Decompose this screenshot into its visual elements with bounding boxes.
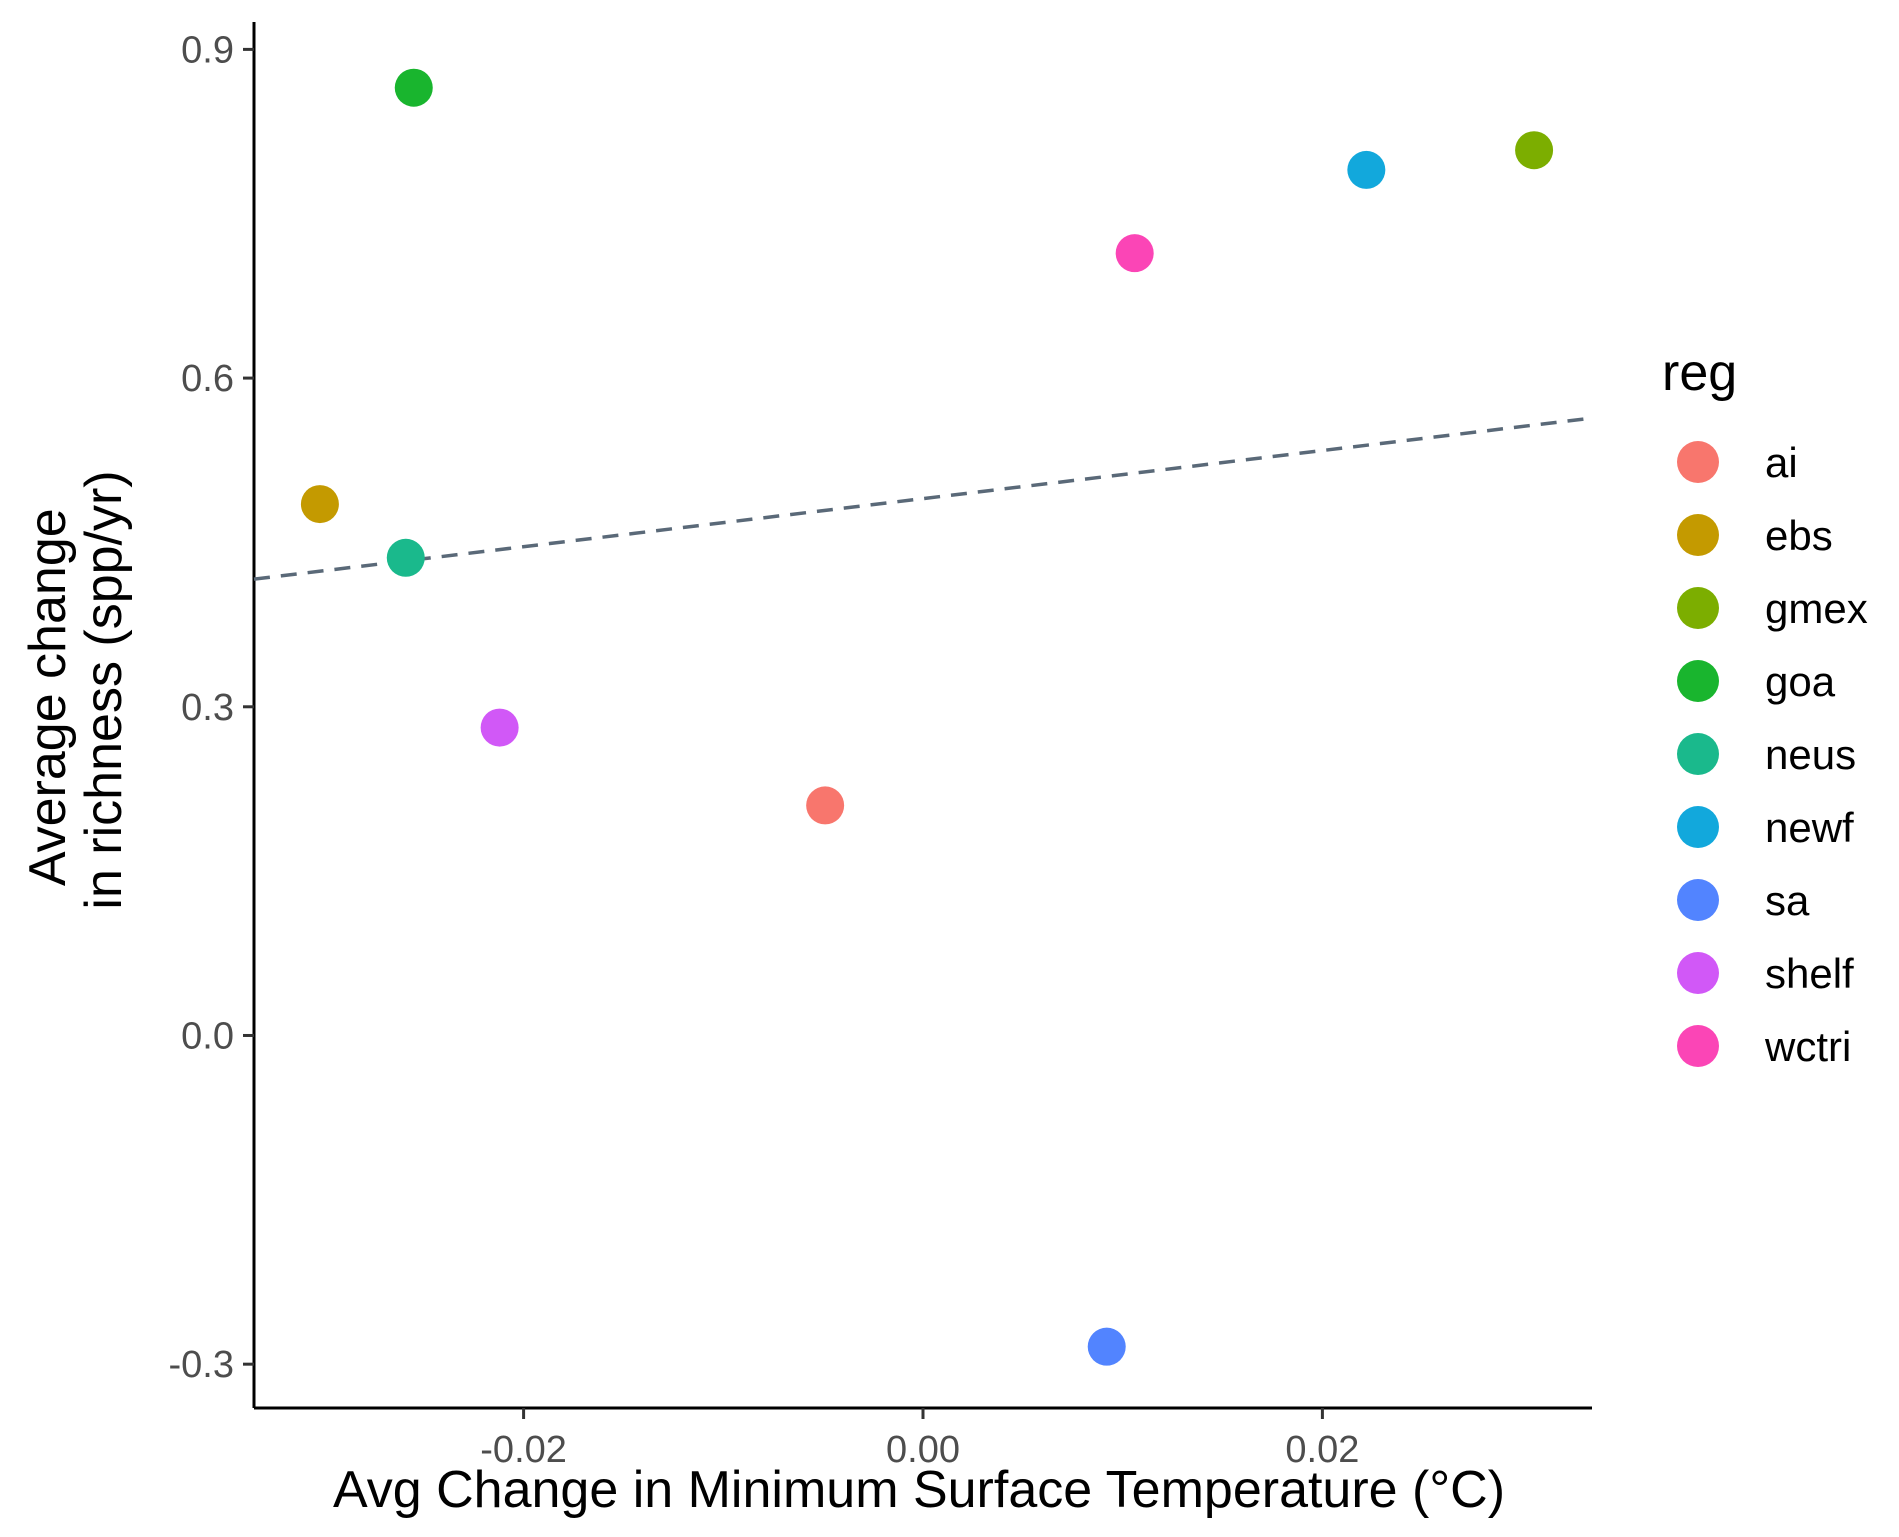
x-tick-label: 0.00 — [886, 1429, 960, 1471]
data-point-sa — [1087, 1327, 1126, 1366]
y-tick-label: 0.0 — [181, 1015, 234, 1057]
data-points — [300, 68, 1554, 1366]
x-tick-label: 0.02 — [1285, 1429, 1359, 1471]
legend-label-gmex: gmex — [1765, 585, 1868, 632]
legend-key-gmex — [1677, 587, 1719, 629]
data-point-neus — [386, 538, 425, 577]
legend-label-wctri: wctri — [1764, 1023, 1851, 1070]
legend-key-sa — [1677, 879, 1719, 921]
legend-label-ai: ai — [1765, 439, 1798, 486]
y-axis-title-line-2: in richness (spp/yr) — [75, 470, 133, 909]
legend-label-shelf: shelf — [1765, 950, 1854, 997]
legend-title: reg — [1662, 344, 1737, 402]
trend-line-group — [253, 416, 1593, 581]
legend-key-neus — [1677, 733, 1719, 775]
y-axis-title-line-1: Average change — [19, 508, 77, 886]
legend-key-goa — [1677, 660, 1719, 702]
y-tick-label: 0.9 — [181, 29, 234, 71]
y-tick-label: 0.6 — [181, 358, 234, 400]
legend-items: ai ebs gmex goa neus newf sa shelf wctri — [1677, 439, 1868, 1070]
data-point-ebs — [300, 485, 339, 524]
axes: -0.3 0.0 0.3 0.6 0.9 -0.02 0.00 0.02 — [169, 22, 1592, 1471]
data-point-newf — [1347, 150, 1386, 189]
data-point-wctri — [1115, 234, 1154, 273]
legend-key-newf — [1677, 806, 1719, 848]
data-point-shelf — [480, 708, 519, 747]
legend-key-ebs — [1677, 514, 1719, 556]
legend-label-goa: goa — [1765, 658, 1836, 705]
y-axis-title: Average change in richness (spp/yr) — [19, 470, 133, 909]
x-axis-ticks: -0.02 0.00 0.02 — [480, 1408, 1359, 1471]
legend-label-sa: sa — [1765, 877, 1810, 924]
data-point-ai — [806, 786, 845, 825]
y-axis-ticks: -0.3 0.0 0.3 0.6 0.9 — [169, 29, 254, 1386]
trend-line — [253, 416, 1593, 581]
y-tick-label: -0.3 — [169, 1344, 234, 1386]
legend-label-newf: newf — [1765, 804, 1854, 851]
legend: reg ai ebs gmex goa neus newf sa shelf wctri — [1662, 344, 1868, 1070]
legend-label-neus: neus — [1765, 731, 1856, 778]
legend-key-ai — [1677, 441, 1719, 483]
x-axis-title: Avg Change in Minimum Surface Temperatur… — [333, 1461, 1505, 1519]
x-tick-label: -0.02 — [480, 1429, 567, 1471]
data-point-gmex — [1515, 131, 1554, 170]
data-point-goa — [394, 68, 433, 107]
legend-key-wctri — [1677, 1025, 1719, 1067]
legend-key-shelf — [1677, 952, 1719, 994]
y-tick-label: 0.3 — [181, 687, 234, 729]
legend-label-ebs: ebs — [1765, 512, 1833, 559]
